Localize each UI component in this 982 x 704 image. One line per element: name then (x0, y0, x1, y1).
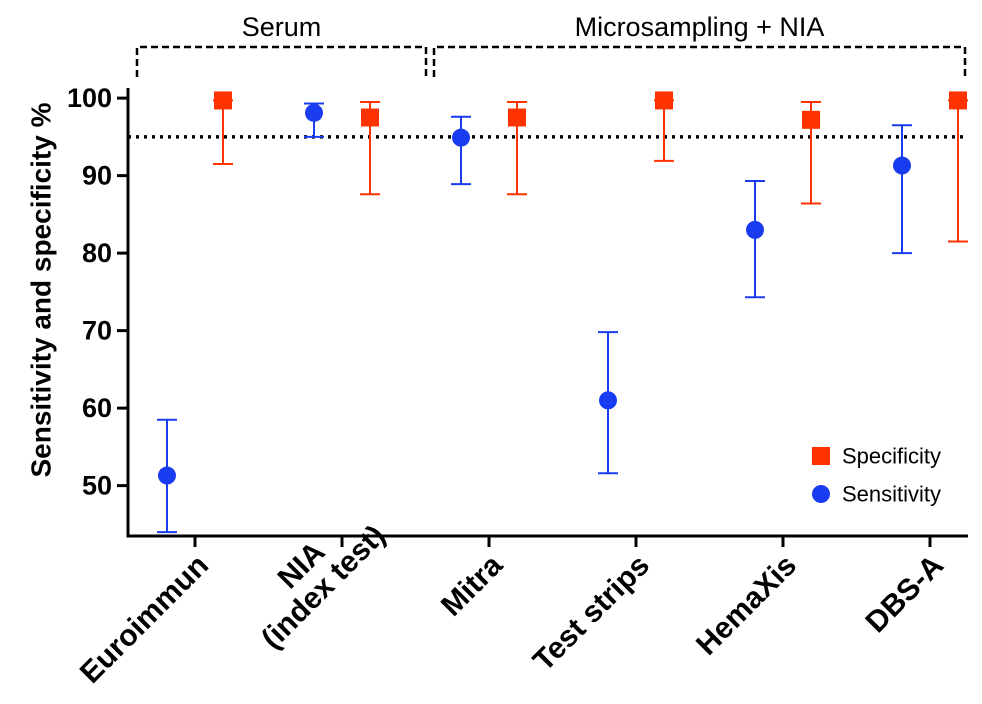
y-ticks: 50 60 70 80 90 100 (67, 83, 128, 501)
legend-item: Sensitivity (812, 482, 941, 507)
x-tick-label: DBS-A (860, 549, 951, 640)
data-point (949, 91, 967, 110)
legend-label: Sensitivity (842, 482, 941, 507)
y-tick-label: 70 (82, 316, 112, 346)
y-axis-label: Sensitivity and specificity % (25, 102, 56, 477)
y-tick-label: 100 (67, 83, 112, 113)
legend-item: Specificity (812, 444, 941, 469)
data-point (746, 220, 764, 239)
axes (126, 88, 968, 538)
series-specificity (213, 91, 968, 243)
data-point (893, 156, 911, 175)
x-tick-label-line: (index test) (255, 519, 391, 655)
y-tick-label: 60 (82, 393, 112, 423)
group-label: Serum (242, 12, 322, 42)
group-bracket (135, 45, 428, 77)
x-tick-label-line: Mitra (435, 548, 509, 622)
data-point (214, 91, 232, 110)
data-point (599, 391, 617, 410)
data-point (802, 110, 820, 129)
data-point (305, 103, 323, 122)
data-point (158, 466, 176, 485)
x-tick-label: HemaXis (690, 549, 803, 662)
x-ticks: Euroimmun NIA(index test) Mitra Test strips… (74, 519, 951, 690)
x-tick-label: Test strips (527, 549, 656, 678)
data-point (655, 91, 673, 110)
x-tick-label: Euroimmun (74, 549, 215, 690)
x-tick-label: NIA(index test) (255, 519, 391, 655)
series-sensitivity (157, 102, 912, 534)
series-layer (157, 91, 968, 534)
x-tick-label-line: Test strips (527, 549, 656, 678)
x-tick-label-line: DBS-A (860, 549, 951, 640)
y-tick-label: 90 (82, 161, 112, 191)
y-tick-label: 80 (82, 238, 112, 268)
y-tick-label: 50 (82, 471, 112, 501)
group-brackets: Serum Microsampling + NIA (135, 12, 967, 77)
data-point (452, 128, 470, 147)
data-point (361, 108, 379, 127)
x-tick-label-line: Euroimmun (74, 549, 215, 690)
x-tick-label-line: HemaXis (690, 549, 803, 662)
group-bracket (432, 45, 967, 77)
x-tick-label: Mitra (435, 548, 509, 622)
legend-marker (812, 447, 830, 465)
legend-label: Specificity (842, 444, 941, 469)
legend: Specificity Sensitivity (812, 444, 941, 507)
data-point (508, 108, 526, 127)
group-label: Microsampling + NIA (575, 12, 825, 42)
legend-marker (812, 485, 830, 503)
